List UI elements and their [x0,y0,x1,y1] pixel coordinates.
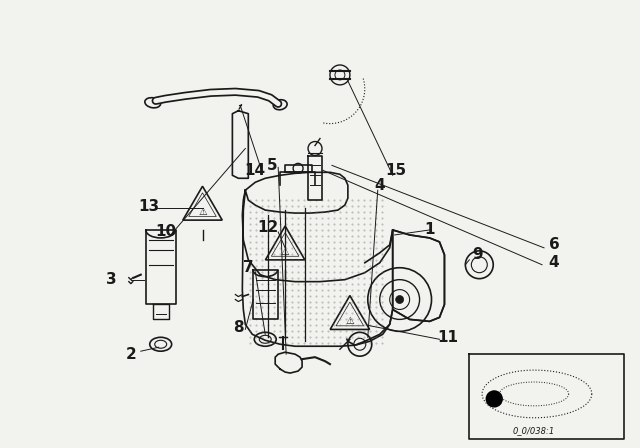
Text: 9: 9 [472,247,483,263]
Text: 12: 12 [258,220,279,236]
Text: ⚠: ⚠ [198,207,207,217]
Circle shape [396,296,404,303]
Text: 6: 6 [548,237,559,252]
Text: 1: 1 [424,223,435,237]
Text: 11: 11 [437,330,458,345]
Text: 5: 5 [267,158,278,173]
Text: 4: 4 [374,178,385,193]
Text: 2: 2 [125,347,136,362]
Text: 4: 4 [548,255,559,270]
Text: 0_0/038:1: 0_0/038:1 [513,426,555,435]
Text: 8: 8 [233,320,244,335]
Text: ⚠: ⚠ [281,247,289,257]
Circle shape [486,391,502,407]
Text: 13: 13 [138,198,159,214]
Text: 10: 10 [155,224,176,239]
Text: 15: 15 [385,163,406,178]
Text: 14: 14 [244,163,266,178]
Text: 3: 3 [106,272,116,287]
Text: ⚠: ⚠ [346,316,355,327]
Text: 7: 7 [243,260,253,275]
